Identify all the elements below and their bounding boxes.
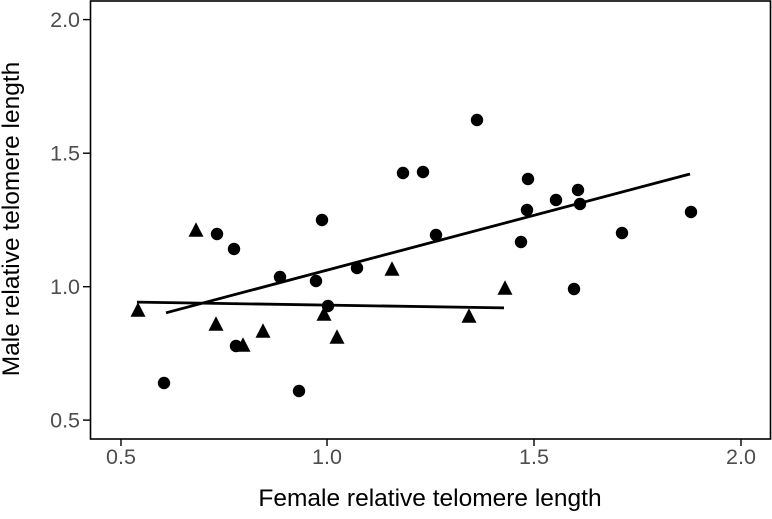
svg-text:Female relative telomere lengt: Female relative telomere length <box>258 485 601 512</box>
svg-text:0.5: 0.5 <box>50 409 80 433</box>
svg-text:Male relative telomere length: Male relative telomere length <box>0 62 25 377</box>
svg-text:1.5: 1.5 <box>519 445 549 469</box>
svg-text:1.0: 1.0 <box>50 275 80 299</box>
svg-text:2.0: 2.0 <box>50 8 80 32</box>
svg-text:1.0: 1.0 <box>312 445 342 469</box>
svg-text:0.5: 0.5 <box>106 445 136 469</box>
svg-text:2.0: 2.0 <box>726 445 756 469</box>
svg-text:1.5: 1.5 <box>50 142 80 166</box>
